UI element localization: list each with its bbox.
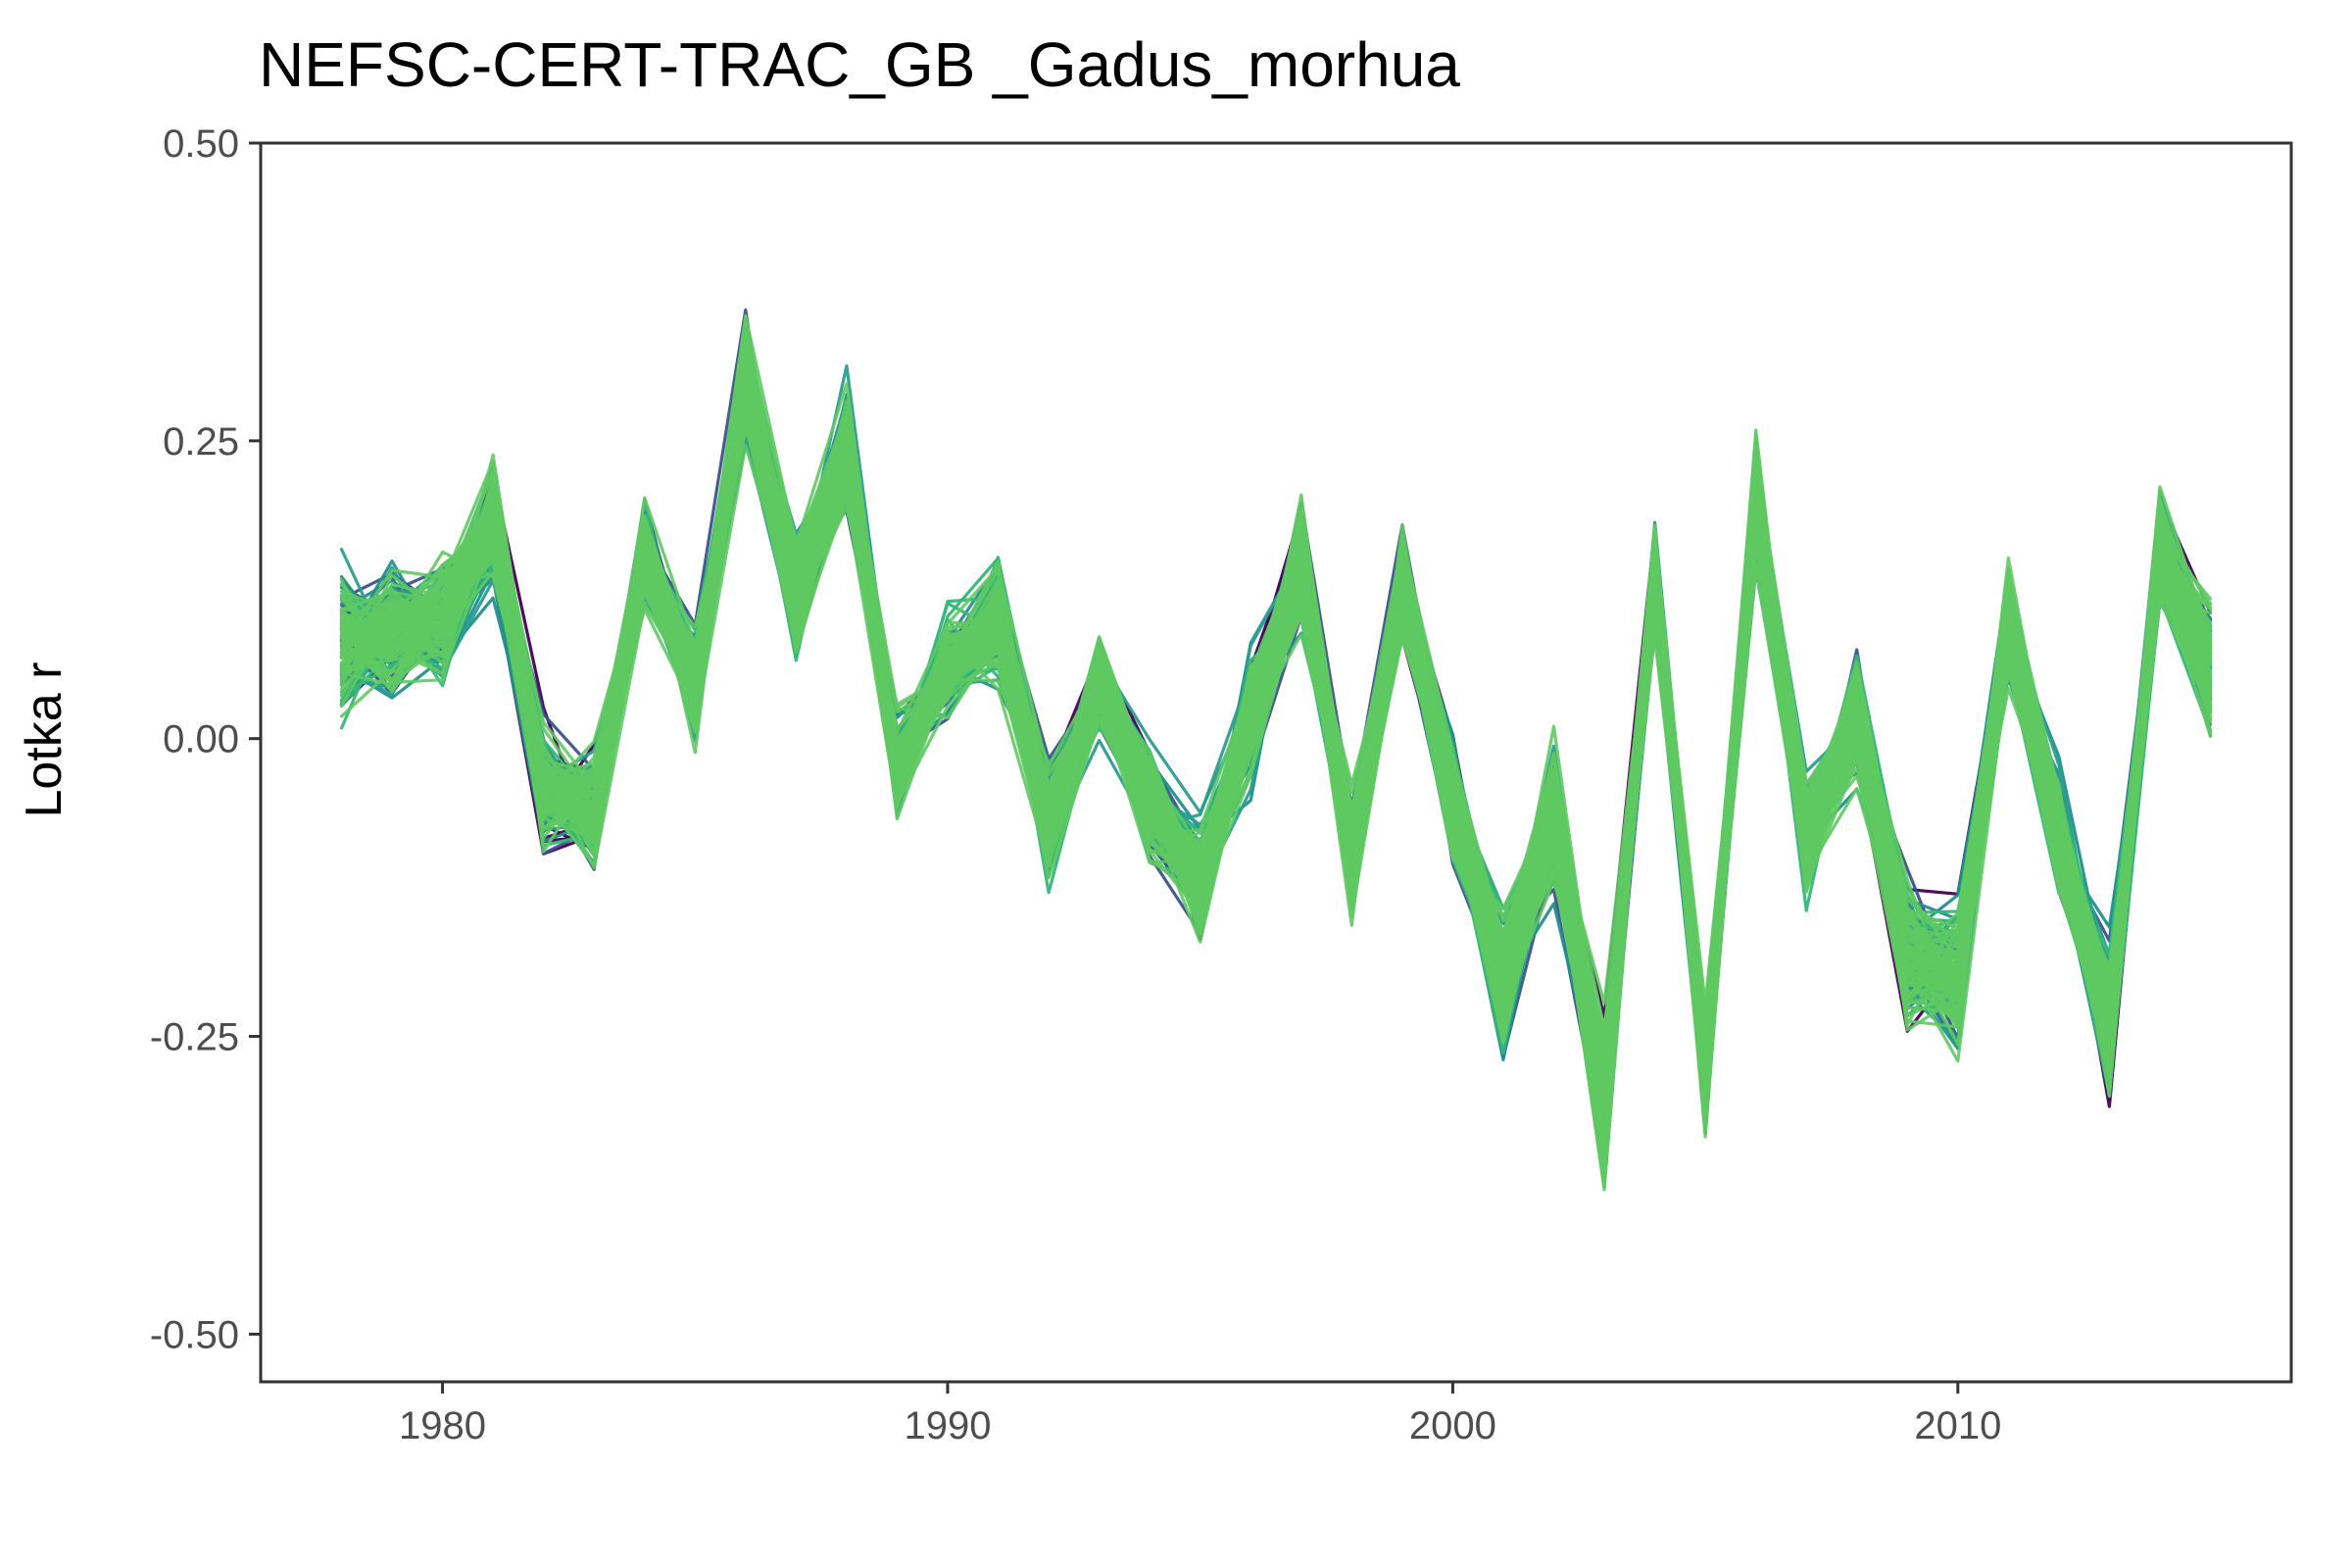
series-line xyxy=(339,391,2213,1192)
y-tick-label: 0.50 xyxy=(163,122,239,166)
series-line xyxy=(339,426,2213,1152)
series-line xyxy=(339,370,2213,1143)
series-line xyxy=(339,325,2213,1189)
series-line xyxy=(339,408,2213,1151)
series-line xyxy=(339,378,2213,1164)
chart-title: NEFSC-CERT-TRAC_GB _Gadus_morhua xyxy=(259,29,1460,100)
series-line xyxy=(339,390,2213,1132)
x-tick-label: 1990 xyxy=(904,1404,991,1447)
series-line xyxy=(339,370,2213,1102)
y-axis: 0.50 0.25 0.00 -0.25 -0.50 xyxy=(150,122,261,1356)
series-line xyxy=(339,432,2213,1122)
plot-panel-border xyxy=(259,141,2293,1384)
x-tick-label: 2000 xyxy=(1409,1404,1496,1447)
x-tick-label: 2010 xyxy=(1914,1404,2001,1447)
series-line xyxy=(339,375,2213,1156)
y-tick-label: 0.25 xyxy=(163,420,239,464)
series-line xyxy=(339,427,2213,1139)
series-line xyxy=(339,381,2213,1188)
series-line xyxy=(339,393,2213,1154)
series-line xyxy=(339,403,2213,1111)
series-line xyxy=(339,378,2213,1181)
series-line xyxy=(339,399,2213,1139)
y-axis-label: Lotka r xyxy=(16,662,73,818)
y-tick-label: 0.00 xyxy=(163,718,239,761)
series-lines xyxy=(339,308,2213,1192)
series-line xyxy=(339,443,2213,1149)
series-line xyxy=(339,399,2213,1131)
y-tick-label: -0.25 xyxy=(150,1016,239,1059)
series-line xyxy=(339,356,2213,1140)
series-line xyxy=(339,399,2213,1143)
series-line xyxy=(339,370,2213,1182)
series-line xyxy=(339,405,2213,1143)
series-line xyxy=(339,334,2213,1161)
series-line xyxy=(339,338,2213,1139)
series-line xyxy=(339,350,2213,1161)
y-tick-label: -0.50 xyxy=(150,1313,239,1356)
x-tick-label: 1980 xyxy=(399,1404,486,1447)
x-axis: 1980 1990 2000 2010 xyxy=(399,1382,2001,1447)
series-line xyxy=(339,377,2213,1138)
series-line xyxy=(339,372,2213,1134)
series-line xyxy=(339,405,2213,1153)
series-line xyxy=(339,377,2213,1132)
series-line xyxy=(339,365,2213,1149)
